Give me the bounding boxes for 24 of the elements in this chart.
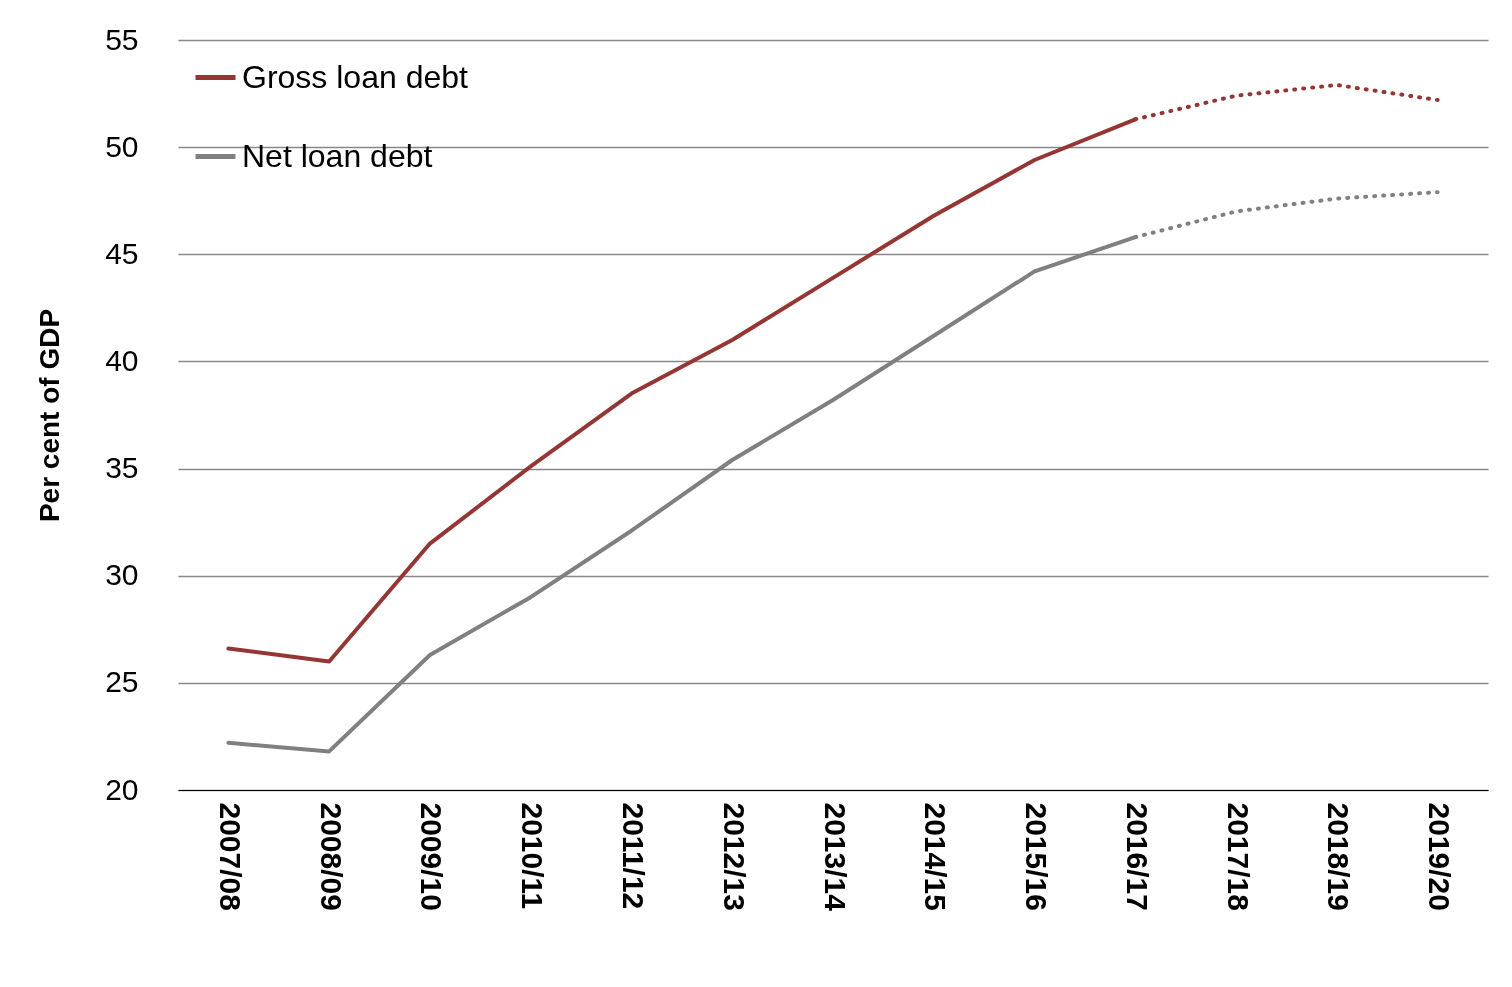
x-tick-label: 2018/19 <box>1322 802 1356 911</box>
x-tick-label: 2008/09 <box>314 802 348 911</box>
x-tick-label: 2010/11 <box>516 802 550 910</box>
x-tick-label: 2012/13 <box>717 802 751 911</box>
x-tick-label: 2015/16 <box>1020 802 1054 911</box>
y-tick-label: 55 <box>105 22 139 56</box>
x-tick-label: 2011/12 <box>616 802 650 910</box>
y-tick-label: 30 <box>105 558 139 592</box>
x-tick-label: 2007/08 <box>213 802 247 911</box>
x-tick-label: 2009/10 <box>415 802 449 911</box>
y-tick-label: 20 <box>105 772 139 806</box>
legend-label: Gross loan debt <box>242 58 469 95</box>
y-axis-title: Per cent of GDP <box>34 308 66 523</box>
y-tick-label: 25 <box>105 665 139 699</box>
y-tick-label: 40 <box>105 343 139 377</box>
x-tick-label: 2014/15 <box>919 802 953 911</box>
x-tick-label: 2013/14 <box>818 802 852 912</box>
legend-label: Net loan debt <box>242 137 433 174</box>
x-tick-label: 2017/18 <box>1221 802 1255 911</box>
x-tick-label: 2019/20 <box>1423 802 1457 911</box>
x-tick-label: 2016/17 <box>1120 802 1154 911</box>
y-tick-label: 45 <box>105 236 139 270</box>
y-tick-label: 50 <box>105 129 139 163</box>
y-tick-label: 35 <box>105 451 139 485</box>
